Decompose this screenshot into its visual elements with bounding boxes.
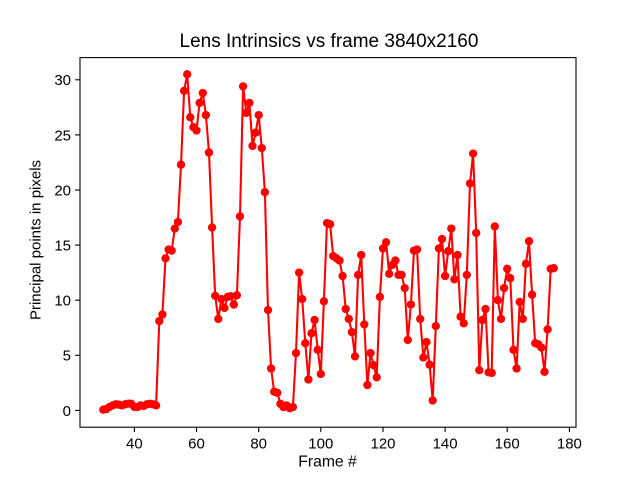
svg-text:Frame #: Frame # [298,453,357,470]
svg-text:5: 5 [63,348,71,365]
svg-text:30: 30 [54,72,71,89]
svg-text:10: 10 [54,293,71,310]
svg-text:Principal points in pixels: Principal points in pixels [28,160,45,320]
svg-text:15: 15 [54,238,71,255]
svg-text:0: 0 [63,403,71,420]
svg-text:60: 60 [188,436,205,453]
svg-text:20: 20 [54,182,71,199]
svg-text:160: 160 [495,436,520,453]
svg-text:40: 40 [126,436,143,453]
svg-text:25: 25 [54,127,71,144]
svg-text:180: 180 [557,436,582,453]
svg-text:140: 140 [433,436,458,453]
svg-text:80: 80 [250,436,267,453]
svg-text:Lens Intrinsics vs frame 3840x: Lens Intrinsics vs frame 3840x2160 [180,31,479,52]
svg-text:100: 100 [308,436,333,453]
svg-text:120: 120 [370,436,395,453]
